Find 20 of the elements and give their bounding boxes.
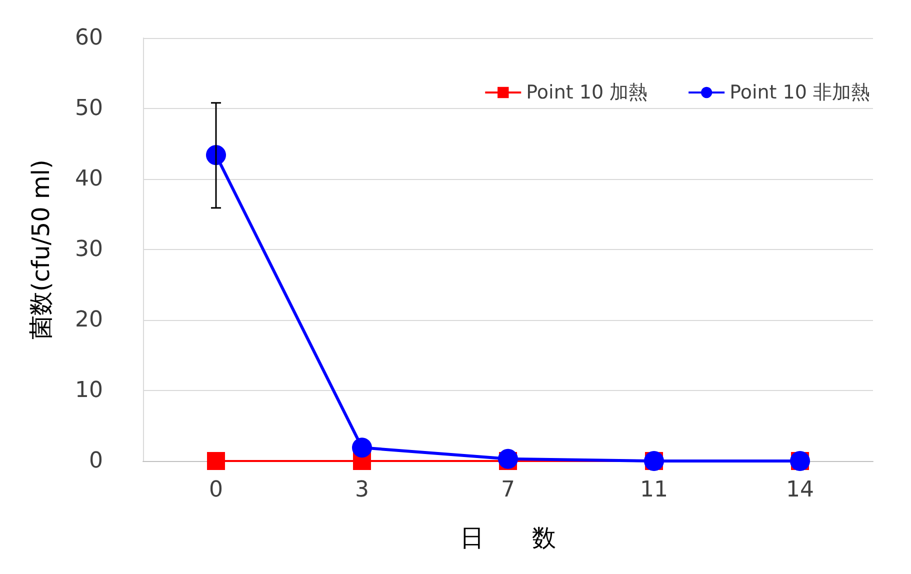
x-tick-label: 14	[786, 478, 814, 502]
point	[207, 452, 225, 470]
y-axis-title: 菌数(cfu/50 ml)	[27, 160, 55, 340]
point	[206, 145, 226, 166]
y-tick-label: 30	[75, 237, 103, 262]
point	[498, 448, 518, 469]
y-tick-label: 40	[75, 166, 103, 192]
y-tick-label: 10	[75, 378, 103, 403]
x-tick-label: 11	[640, 478, 668, 502]
x-tick-label: 0	[209, 478, 223, 502]
x-tick-label: 7	[501, 478, 515, 502]
x-tick-label: 3	[355, 478, 369, 502]
y-tick-label: 60	[75, 26, 103, 50]
legend-label: Point 10 非加熱	[730, 82, 870, 104]
y-tick-label: 50	[75, 96, 103, 121]
y-tick-label: 20	[75, 308, 103, 332]
legend-label: Point 10 加熱	[526, 82, 648, 104]
point	[352, 438, 372, 458]
y-tick-label: 0	[89, 448, 103, 474]
x-axis-title: 日 数	[460, 524, 556, 552]
